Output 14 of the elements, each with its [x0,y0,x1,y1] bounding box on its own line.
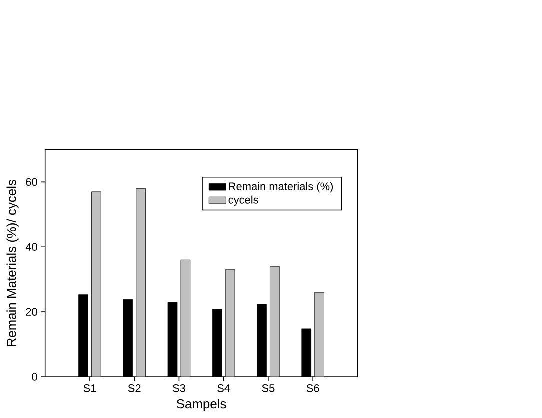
legend-label: cycels [228,196,258,206]
x-tick-label: S3 [173,384,186,392]
y-axis-title: Remain Materials (%)/ cycels [6,180,19,346]
x-tick-label: S1 [84,384,96,392]
x-axis-title: Sampels [176,399,226,412]
x-tick-label: S5 [262,384,275,392]
y-tick-label: 0 [32,373,38,381]
x-tick-label: S6 [306,384,320,392]
legend-label: Remain materials (%) [229,182,334,193]
y-tick-label: 20 [26,308,38,316]
y-tick-label: 40 [26,243,38,251]
x-tick-label: S4 [218,384,230,392]
y-tick-label: 60 [26,178,38,186]
x-tick-label: S2 [128,384,141,392]
